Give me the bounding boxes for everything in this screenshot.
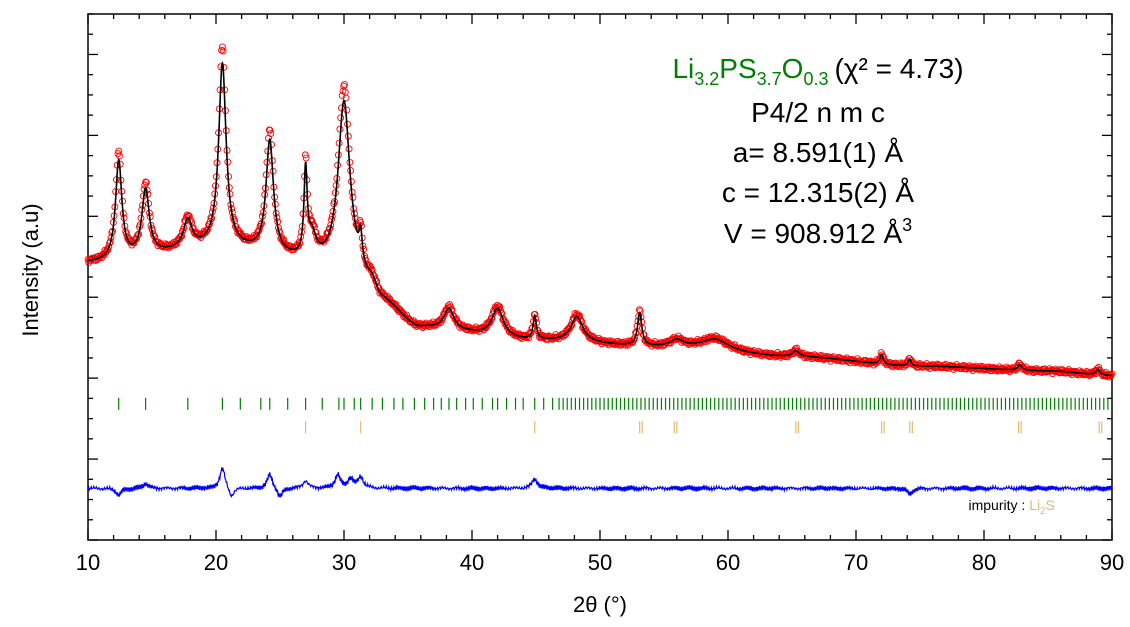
x-tick-label: 90	[1100, 550, 1124, 575]
impurity-label: impurity : Li2S	[969, 497, 1056, 517]
cell-volume-exponent: 3	[902, 215, 912, 235]
observed-point	[987, 364, 995, 372]
observed-point	[218, 46, 226, 54]
lattice-c: c = 12.315(2) Å	[722, 177, 915, 208]
observed-point	[267, 130, 275, 138]
formula-sub-li: 3.2	[694, 69, 719, 89]
x-tick-label: 40	[460, 550, 484, 575]
observed-point	[440, 311, 448, 319]
observed-point	[104, 246, 112, 254]
annotation-block: Li3.2PS3.7O0.3 (χ² = 4.73) P4/2 n m c a= …	[672, 53, 963, 249]
observed-point	[301, 151, 309, 159]
observed-point	[906, 355, 914, 363]
lattice-a: a= 8.591(1) Å	[733, 137, 904, 168]
observed-point	[218, 43, 226, 51]
observed-point	[156, 241, 164, 249]
x-tick-label: 30	[332, 550, 356, 575]
space-group: P4/2 n m c	[751, 97, 885, 128]
observed-point	[342, 94, 350, 102]
cell-volume: V = 908.912 Å3	[724, 215, 912, 249]
observed-point	[142, 178, 150, 186]
formula-sub-s: 3.7	[757, 69, 782, 89]
observed-point	[488, 314, 496, 322]
observed-point	[178, 232, 186, 240]
observed-point	[382, 294, 390, 302]
x-tick-label: 70	[844, 550, 868, 575]
impurity-li: Li	[1029, 497, 1040, 513]
observed-point	[1108, 370, 1116, 378]
observed-point	[343, 106, 351, 114]
formula-sub-o: 0.3	[803, 69, 828, 89]
observed-point	[322, 235, 330, 242]
x-tick-labels: 10 20 30 40 50 60 70 80 90	[76, 550, 1124, 575]
observed-point	[389, 301, 397, 309]
phase-formula: Li3.2PS3.7O0.3 (χ² = 4.73)	[672, 53, 963, 89]
observed-point	[843, 354, 851, 362]
x-tick-label: 10	[76, 550, 100, 575]
observed-points	[84, 43, 1116, 381]
observed-point	[115, 147, 123, 155]
plot-frame	[87, 13, 1113, 541]
observed-point	[302, 154, 310, 162]
cell-volume-value: V = 908.912 Å	[724, 218, 903, 249]
difference-line	[87, 467, 1113, 498]
main-phase-bragg-ticks	[118, 397, 1109, 410]
x-tick-label: 80	[972, 550, 996, 575]
observed-point	[341, 80, 348, 88]
calculated-line	[87, 61, 1113, 377]
impurity-s: S	[1046, 497, 1055, 513]
y-axis-label: Intensity (a.u)	[18, 203, 43, 336]
formula-o: O	[782, 53, 804, 84]
observed-point	[568, 321, 576, 329]
observed-point	[631, 334, 639, 342]
x-tick-label: 50	[588, 550, 612, 575]
observed-point	[105, 243, 113, 251]
chi-squared: (χ² = 4.73)	[834, 53, 963, 84]
series-layer	[84, 43, 1116, 498]
observed-point	[142, 179, 150, 186]
x-tick-label: 60	[716, 550, 740, 575]
observed-point	[116, 152, 123, 160]
formula-ps: PS	[719, 53, 756, 84]
impurity-sub: 2	[1040, 506, 1046, 517]
x-axis-label: 2θ (°)	[573, 592, 627, 617]
observed-point	[523, 334, 530, 342]
axis-ticks	[87, 13, 1113, 541]
observed-point	[219, 47, 227, 55]
observed-point	[572, 312, 580, 320]
impurity-bragg-ticks	[305, 421, 1103, 434]
observed-point	[204, 225, 212, 233]
impurity-prefix: impurity :	[969, 497, 1030, 513]
formula-li: Li	[672, 53, 694, 84]
observed-point	[527, 329, 535, 336]
observed-point	[266, 126, 274, 134]
x-tick-label: 20	[204, 550, 228, 575]
